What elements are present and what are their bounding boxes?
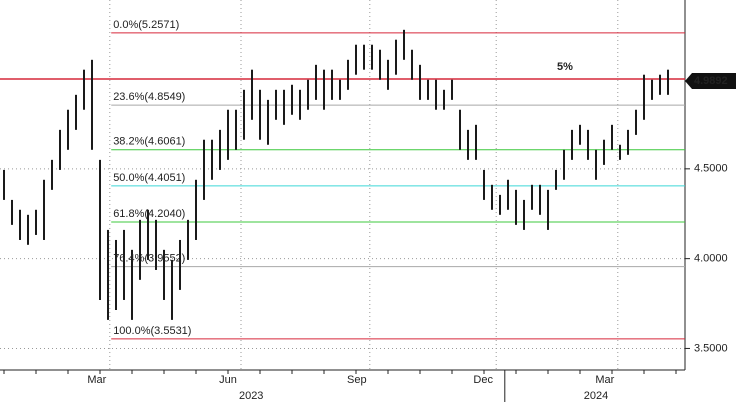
y-tick-label: 3.5000: [694, 342, 728, 354]
fib-label: 76.4%(3.9552): [113, 253, 185, 265]
x-tick-label: Jun: [219, 374, 237, 386]
x-tick-label: Mar: [87, 374, 106, 386]
year-label: 2023: [239, 390, 263, 402]
fib-label: 100.0%(3.5531): [113, 325, 191, 337]
fib-label: 0.0%(5.2571): [113, 19, 179, 31]
x-tick-label: Sep: [347, 374, 367, 386]
fib-label: 61.8%(4.2040): [113, 208, 185, 220]
x-tick-label: Dec: [473, 374, 493, 386]
threshold-label: 5%: [557, 61, 573, 73]
y-tick-label: 4.0000: [694, 253, 728, 265]
last-price-label: 4.9892: [694, 75, 728, 87]
year-label: 2024: [584, 390, 608, 402]
x-tick-label: Mar: [595, 374, 614, 386]
last-price-tag: [685, 72, 736, 89]
fib-label: 50.0%(4.4051): [113, 172, 185, 184]
y-tick-label: 4.5000: [694, 163, 728, 175]
fib-label: 23.6%(4.8549): [113, 91, 185, 103]
fib-label: 38.2%(4.6061): [113, 136, 185, 148]
